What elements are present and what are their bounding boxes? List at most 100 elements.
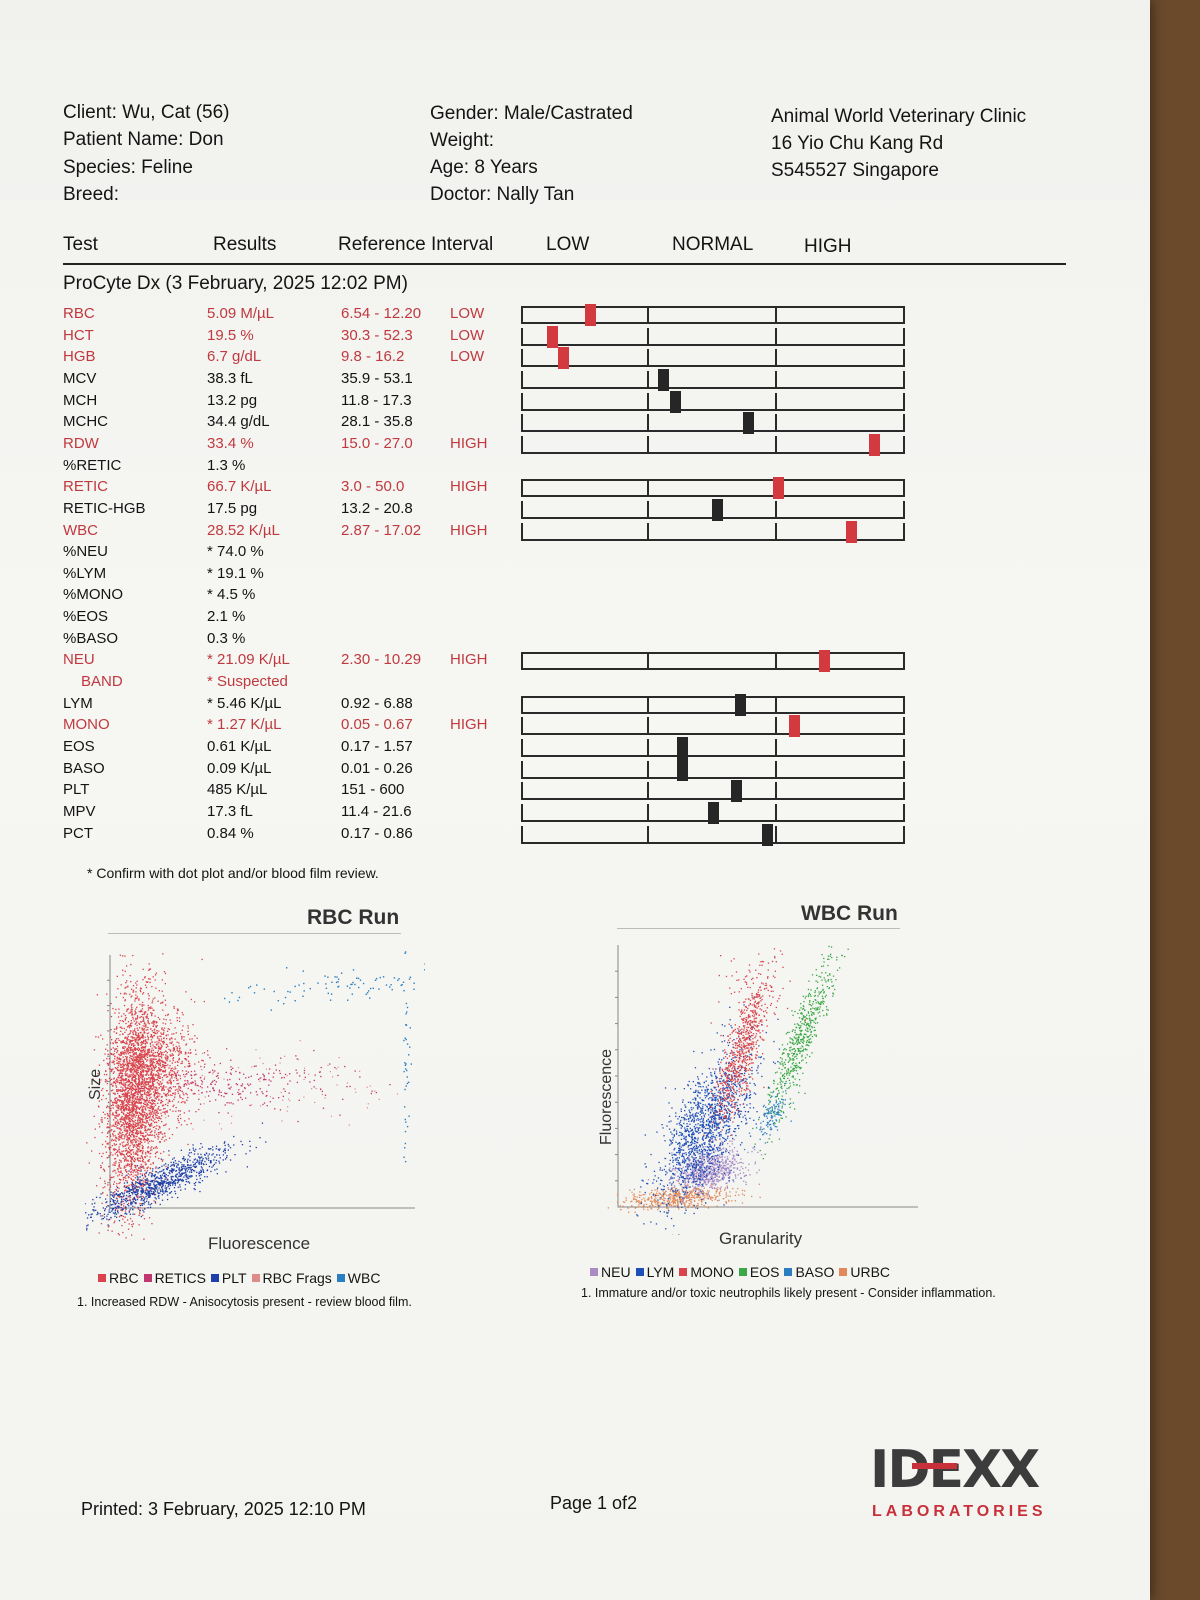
gauge-divider bbox=[647, 739, 649, 757]
table-row: MONO * 1.27 K/µL 0.05 - 0.67 HIGH bbox=[63, 715, 963, 737]
plot-axes bbox=[617, 945, 918, 1208]
gauge-marker bbox=[819, 650, 831, 673]
test-name: BAND bbox=[81, 673, 123, 691]
wbc-xlabel: Granularity bbox=[719, 1229, 803, 1248]
table-row: BAND * Suspected bbox=[63, 672, 963, 694]
baso-population bbox=[743, 1082, 792, 1151]
table-row: MCHC 34.4 g/dL 28.1 - 35.8 bbox=[63, 412, 963, 434]
rbc-ylabel: Size bbox=[87, 1068, 104, 1100]
gauge-marker bbox=[677, 758, 689, 781]
reference-interval: 28.1 - 35.8 bbox=[341, 413, 413, 431]
gauge-divider bbox=[647, 652, 649, 671]
gauge-divider bbox=[647, 349, 649, 368]
range-gauge bbox=[521, 477, 909, 500]
col-test: Test bbox=[63, 234, 98, 255]
page-number: Page 1 of2 bbox=[550, 1493, 638, 1513]
gauge-box bbox=[521, 349, 905, 368]
rbc-frags-population bbox=[136, 1040, 399, 1130]
rbc-plot-title: RBC Run bbox=[307, 906, 400, 929]
legend-swatch bbox=[251, 1274, 260, 1282]
report-page: Client: Wu, Cat (56) Patient Name: Don S… bbox=[0, 0, 1150, 1600]
patient-name: Patient Name: Don bbox=[63, 129, 224, 150]
legend-item: EOS bbox=[738, 1264, 779, 1280]
gauge-divider bbox=[775, 327, 777, 346]
test-name: RBC bbox=[63, 305, 95, 322]
abnormal-flag: LOW bbox=[450, 305, 485, 322]
test-name: PLT bbox=[63, 781, 90, 799]
legend-item: LYM bbox=[635, 1264, 674, 1280]
test-name: %EOS bbox=[63, 608, 109, 626]
legend-swatch bbox=[98, 1274, 106, 1282]
table-row: RETIC-HGB 17.5 pg 13.2 - 20.8 bbox=[63, 499, 963, 521]
rbc-title-rule bbox=[108, 933, 401, 934]
legend-label: RBC Frags bbox=[262, 1270, 332, 1286]
section-title: ProCyte Dx (3 February, 2025 12:02 PM) bbox=[63, 273, 408, 294]
gauge-box bbox=[521, 414, 905, 433]
retics-population bbox=[92, 1049, 391, 1125]
range-gauge bbox=[521, 368, 909, 391]
gauge-box bbox=[521, 522, 905, 541]
range-gauge bbox=[521, 801, 909, 824]
gauge-box bbox=[521, 739, 905, 757]
gauge-marker bbox=[761, 823, 773, 846]
scatter-outliers bbox=[710, 950, 806, 1024]
reference-interval: 2.87 - 17.02 bbox=[341, 521, 422, 539]
clinic-address: 16 Yio Chu Kang Rd bbox=[771, 133, 944, 154]
gauge-box bbox=[521, 695, 905, 714]
abnormal-flag: HIGH bbox=[450, 434, 488, 452]
rbc-xlabel: Fluorescence bbox=[208, 1234, 311, 1253]
gauge-divider bbox=[775, 435, 777, 454]
test-name: HGB bbox=[63, 348, 96, 366]
test-name: HCT bbox=[63, 326, 94, 344]
abnormal-flag: HIGH bbox=[450, 651, 488, 669]
table-row: HCT 19.5 % 30.3 - 52.3 LOW bbox=[63, 326, 963, 348]
gauge-divider bbox=[647, 522, 649, 541]
gauge-marker bbox=[734, 693, 746, 716]
test-name: MONO bbox=[63, 716, 110, 734]
range-gauge bbox=[521, 780, 909, 803]
table-row: MPV 17.3 fL 11.4 - 21.6 bbox=[63, 802, 963, 824]
reference-interval: 9.8 - 16.2 bbox=[341, 348, 405, 366]
test-name: MCV bbox=[63, 369, 97, 387]
rbc-population-core bbox=[93, 958, 228, 1159]
gauge-box bbox=[521, 782, 905, 801]
gauge-divider bbox=[647, 500, 649, 519]
idexx-logo: IDEXX LABORATORIES bbox=[870, 1442, 1070, 1525]
table-row: %MONO * 4.5 % bbox=[63, 585, 963, 607]
legend-label: NEU bbox=[601, 1264, 631, 1280]
range-gauge bbox=[521, 520, 909, 543]
legend-swatch bbox=[784, 1268, 793, 1276]
idexx-logo-word: IDEXX bbox=[870, 1440, 1040, 1500]
legend-swatch bbox=[590, 1268, 598, 1276]
test-result: 0.3 % bbox=[207, 629, 246, 647]
test-result: 34.4 g/dL bbox=[207, 413, 270, 431]
test-result: 17.5 pg bbox=[207, 499, 258, 517]
legend-label: RETICS bbox=[154, 1270, 206, 1286]
gauge-divider bbox=[775, 760, 777, 779]
legend-item: PLT bbox=[210, 1270, 247, 1286]
test-name: LYM bbox=[63, 694, 93, 712]
gauge-marker bbox=[546, 325, 558, 348]
abnormal-flag: HIGH bbox=[450, 716, 488, 734]
test-result: 33.4 % bbox=[207, 434, 254, 452]
gauge-divider bbox=[647, 306, 649, 324]
legend-item: BASO bbox=[784, 1264, 834, 1280]
reference-interval: 35.9 - 53.1 bbox=[341, 369, 413, 387]
gauge-divider bbox=[775, 522, 777, 541]
table-row: PCT 0.84 % 0.17 - 0.86 bbox=[63, 824, 963, 846]
table-row: %NEU * 74.0 % bbox=[63, 542, 963, 564]
gauge-box bbox=[521, 435, 905, 454]
reference-interval: 11.8 - 17.3 bbox=[341, 391, 412, 409]
test-result: 0.84 % bbox=[207, 824, 254, 842]
gauge-divider bbox=[647, 782, 649, 801]
range-gauge bbox=[521, 412, 909, 435]
rbc-population bbox=[86, 953, 188, 1240]
test-result: 17.3 fL bbox=[207, 802, 253, 820]
col-high: HIGH bbox=[804, 236, 852, 257]
test-result: 0.61 K/µL bbox=[207, 738, 272, 755]
wbc-plot-title: WBC Run bbox=[801, 902, 898, 925]
gauge-marker bbox=[585, 304, 597, 326]
test-name: MCH bbox=[63, 391, 98, 409]
test-result: * Suspected bbox=[207, 673, 288, 691]
gauge-marker bbox=[846, 520, 858, 543]
